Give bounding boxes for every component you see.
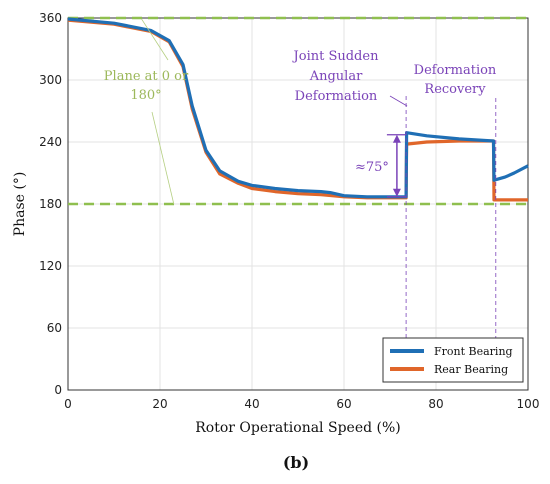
x-tick-label: 0 bbox=[64, 397, 72, 411]
annotations: Plane at 0 or 180° Joint Sudden Angular Defo… bbox=[104, 18, 497, 349]
y-tick-label: 240 bbox=[39, 135, 62, 149]
legend: Front Bearing Rear Bearing bbox=[382, 337, 524, 383]
x-tick-label: 100 bbox=[517, 397, 540, 411]
y-ticks: 0 60 120 180 240 300 360 bbox=[39, 11, 62, 397]
series-lines bbox=[67, 17, 529, 202]
legend-label-front: Front Bearing bbox=[434, 345, 513, 358]
plane-leader-bottom bbox=[151, 111, 175, 205]
recovery-annotation: Recovery bbox=[424, 82, 486, 97]
x-ticks: 0 20 40 60 80 100 bbox=[64, 397, 539, 411]
delta-label: ≈75° bbox=[355, 160, 389, 175]
y-tick-label: 120 bbox=[39, 259, 62, 273]
y-tick-label: 180 bbox=[39, 197, 62, 211]
panel-label: (b) bbox=[283, 453, 309, 472]
x-tick-label: 60 bbox=[336, 397, 351, 411]
joint-annotation: Joint Sudden bbox=[292, 49, 380, 64]
y-tick-label: 300 bbox=[39, 73, 62, 87]
joint-annotation: Deformation bbox=[295, 89, 378, 104]
x-axis-title: Rotor Operational Speed (%) bbox=[195, 420, 401, 436]
recovery-annotation: Deformation bbox=[414, 63, 497, 78]
joint-annotation: Angular bbox=[309, 69, 363, 84]
series-line bbox=[67, 18, 528, 202]
x-tick-label: 80 bbox=[428, 397, 443, 411]
delta-arrow-head-top bbox=[392, 134, 401, 143]
plane-leader-top bbox=[141, 18, 169, 61]
y-tick-label: 60 bbox=[47, 321, 62, 335]
y-tick-label: 360 bbox=[39, 11, 62, 25]
y-axis-title: Phase (°) bbox=[12, 172, 28, 237]
x-tick-label: 40 bbox=[244, 397, 259, 411]
x-tick-label: 20 bbox=[152, 397, 167, 411]
delta-arrow-head-bottom bbox=[392, 188, 401, 197]
y-tick-label: 0 bbox=[54, 383, 62, 397]
plane-annotation: Plane at 0 or bbox=[104, 69, 189, 84]
plane-annotation: 180° bbox=[130, 88, 161, 103]
legend-box bbox=[382, 337, 524, 383]
legend-label-rear: Rear Bearing bbox=[434, 363, 508, 376]
reference-lines bbox=[68, 16, 528, 206]
series-line bbox=[67, 17, 529, 199]
joint-pointer bbox=[389, 95, 408, 107]
